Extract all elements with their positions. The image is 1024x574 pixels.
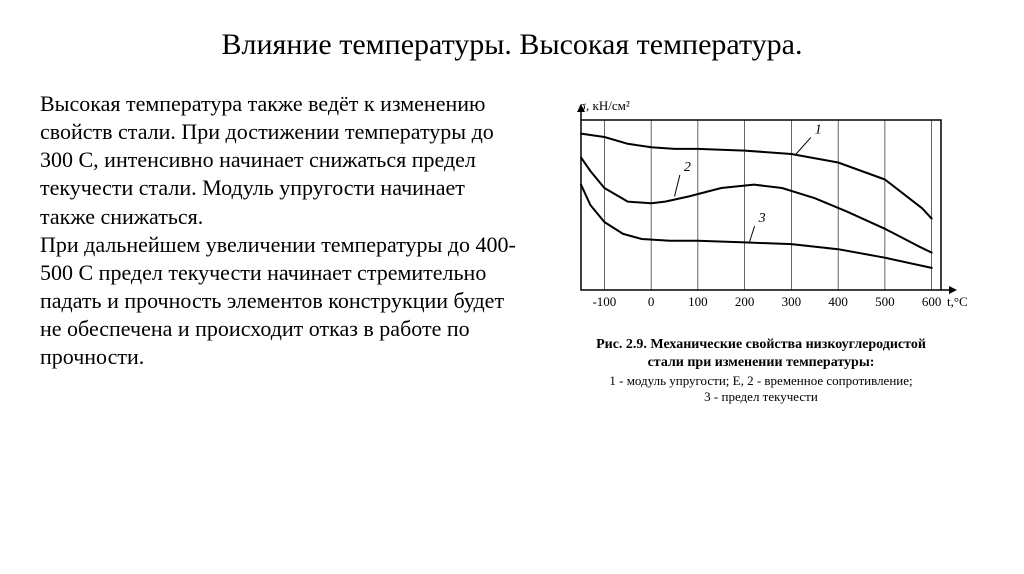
slide-root: Влияние температуры. Высокая температура… <box>0 0 1024 574</box>
svg-text:-100: -100 <box>592 294 616 309</box>
svg-text:100: 100 <box>688 294 708 309</box>
figleg-line1: 1 - модуль упругости; E, 2 - временное с… <box>609 373 912 388</box>
svg-text:500: 500 <box>875 294 895 309</box>
figcap-line2: стали при изменении температуры: <box>648 355 875 370</box>
page-title: Влияние температуры. Высокая температура… <box>40 28 984 62</box>
paragraph-2: При дальнейшем увеличении температуры до… <box>40 231 520 372</box>
svg-text:200: 200 <box>735 294 755 309</box>
svg-text:600: 600 <box>922 294 942 309</box>
content-row: Высокая температура также ведёт к измене… <box>40 90 984 406</box>
svg-text:2: 2 <box>684 160 691 175</box>
figure-caption: Рис. 2.9. Механические свойства низкоугл… <box>596 336 926 371</box>
svg-text:400: 400 <box>828 294 848 309</box>
svg-text:σ, кН/см²: σ, кН/см² <box>579 98 630 113</box>
figure-legend: 1 - модуль упругости; E, 2 - временное с… <box>609 373 912 406</box>
svg-text:0: 0 <box>648 294 655 309</box>
figure-column: -100 0 100 200 300 400 500 600 σ, кН/см² t,°C 1 2 3 … <box>538 90 984 406</box>
svg-text:300: 300 <box>782 294 802 309</box>
text-column: Высокая температура также ведёт к измене… <box>40 90 520 406</box>
svg-text:1: 1 <box>815 123 822 138</box>
figcap-line1: Рис. 2.9. Механические свойства низкоугл… <box>596 337 926 352</box>
svg-text:t,°C: t,°C <box>947 294 968 309</box>
paragraph-1: Высокая температура также ведёт к измене… <box>40 90 520 231</box>
svg-text:3: 3 <box>758 211 766 226</box>
figleg-line2: 3 - предел текучести <box>704 389 818 404</box>
temperature-chart: -100 0 100 200 300 400 500 600 σ, кН/см² t,°C 1 2 3 <box>541 90 981 330</box>
